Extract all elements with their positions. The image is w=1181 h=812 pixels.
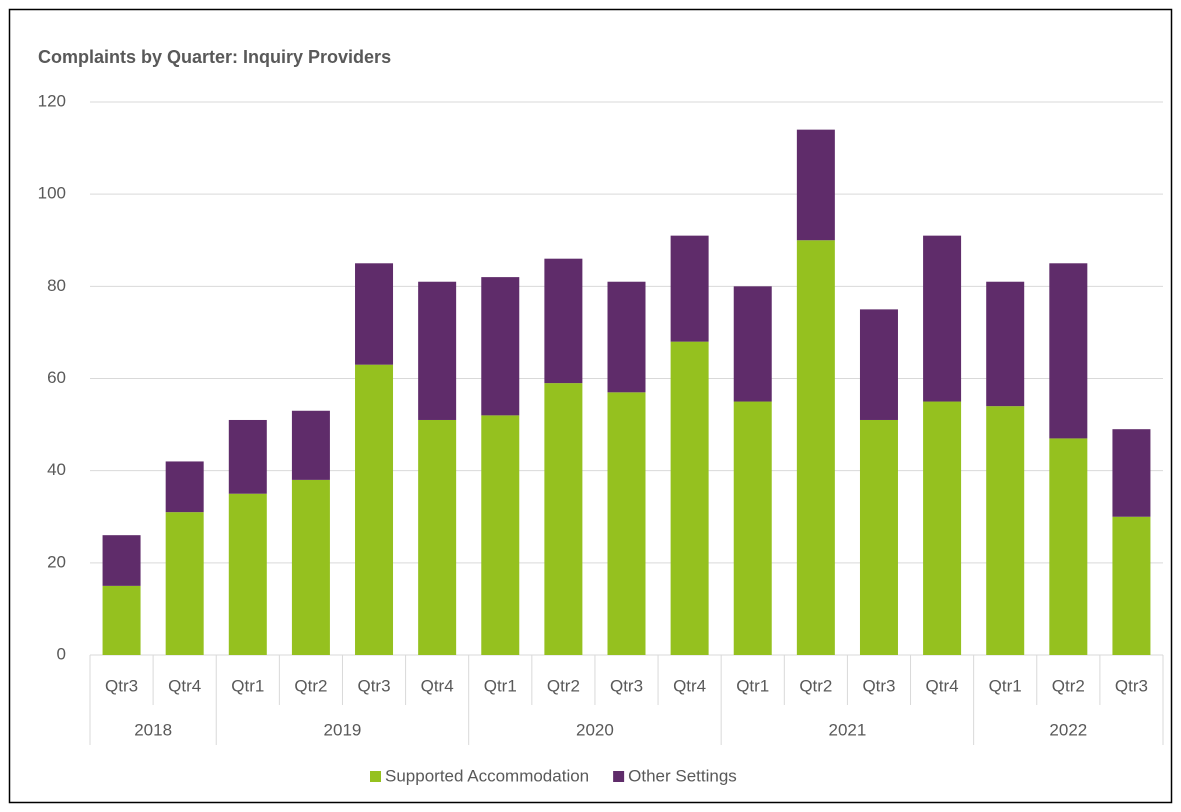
- y-tick-label: 0: [57, 644, 66, 663]
- bar-segment: [418, 419, 457, 655]
- legend-swatch: [370, 771, 381, 782]
- bar-segment: [544, 258, 583, 384]
- y-tick-label: 80: [47, 276, 66, 295]
- x-tick-label: Qtr1: [484, 676, 517, 695]
- legend-label: Other Settings: [628, 766, 737, 785]
- x-tick-label: Qtr3: [357, 676, 390, 695]
- bar-segment: [481, 277, 520, 416]
- bar-segment: [418, 281, 457, 420]
- bar-segment: [165, 512, 204, 655]
- x-tick-label: Qtr4: [926, 676, 959, 695]
- bar-segment: [1049, 438, 1088, 655]
- x-tick-label: Qtr1: [736, 676, 769, 695]
- bar-segment: [796, 240, 835, 655]
- bar-segment: [670, 235, 709, 342]
- x-tick-label: Qtr2: [1052, 676, 1085, 695]
- legend-swatch: [613, 771, 625, 782]
- group-label: 2018: [134, 720, 172, 739]
- x-tick-label: Qtr2: [547, 676, 580, 695]
- group-label: 2019: [324, 720, 362, 739]
- bar-segment: [291, 410, 330, 480]
- x-tick-label: Qtr1: [231, 676, 264, 695]
- x-tick-label: Qtr4: [421, 676, 454, 695]
- y-tick-label: 40: [47, 460, 66, 479]
- bar-segment: [859, 419, 898, 655]
- bar-segment: [733, 286, 772, 402]
- bar-segment: [544, 383, 583, 655]
- y-tick-label: 20: [47, 552, 66, 571]
- legend-label: Supported Accommodation: [385, 766, 589, 785]
- bar-segment: [355, 263, 394, 365]
- x-tick-label: Qtr3: [610, 676, 643, 695]
- bar-segment: [1112, 516, 1151, 655]
- bar-segment: [733, 401, 772, 655]
- bar-segment: [102, 585, 141, 655]
- bar-segment: [607, 392, 646, 655]
- x-tick-label: Qtr3: [1115, 676, 1148, 695]
- x-tick-label: Qtr4: [673, 676, 706, 695]
- bar-segment: [228, 493, 267, 655]
- bar-segment: [986, 281, 1025, 407]
- x-tick-label: Qtr1: [989, 676, 1022, 695]
- x-tick-label: Qtr2: [294, 676, 327, 695]
- bar-segment: [923, 401, 962, 655]
- group-label: 2022: [1049, 720, 1087, 739]
- y-tick-label: 60: [47, 368, 66, 387]
- bar-segment: [355, 364, 394, 655]
- bar-segment: [228, 419, 267, 494]
- chart-frame: [8, 8, 1173, 804]
- bar-segment: [923, 235, 962, 402]
- y-tick-label: 100: [38, 184, 66, 203]
- group-label: 2021: [828, 720, 866, 739]
- bar-segment: [607, 281, 646, 393]
- chart-title: Complaints by Quarter: Inquiry Providers: [38, 47, 391, 67]
- y-tick-label: 120: [38, 91, 66, 110]
- x-tick-label: Qtr4: [168, 676, 201, 695]
- bar-segment: [986, 406, 1025, 655]
- bar-segment: [165, 461, 204, 513]
- bar-segment: [1112, 429, 1151, 517]
- x-tick-label: Qtr3: [862, 676, 895, 695]
- bar-segment: [291, 479, 330, 655]
- bar-segment: [670, 341, 709, 655]
- bar-segment: [102, 535, 141, 586]
- bar-segment: [481, 415, 520, 655]
- bar-segment: [1049, 263, 1088, 439]
- bar-segment: [859, 309, 898, 420]
- x-tick-label: Qtr2: [799, 676, 832, 695]
- group-label: 2020: [576, 720, 614, 739]
- bar-segment: [796, 129, 835, 241]
- x-tick-label: Qtr3: [105, 676, 138, 695]
